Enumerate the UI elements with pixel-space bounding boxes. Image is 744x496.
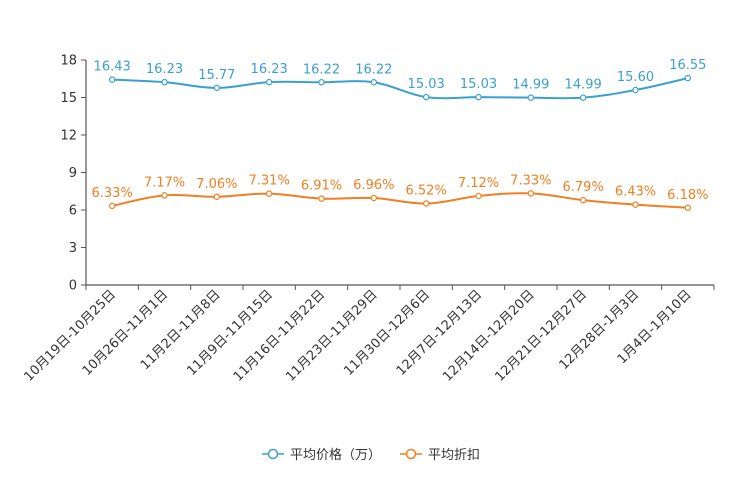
- legend-label-1: 平均折扣: [428, 448, 480, 463]
- series-0-data-label: 14.99: [512, 78, 549, 93]
- x-tick-label: 11月16日-11月22日: [231, 287, 328, 384]
- axes: 036912151810月19日-10月25日10月26日-11月1日11月2日…: [22, 54, 715, 385]
- series-0-point[interactable]: [108, 76, 116, 83]
- series-0-data-label: 16.55: [669, 58, 706, 73]
- series-0-data-label: 16.22: [355, 62, 392, 77]
- series-0-point[interactable]: [422, 93, 430, 101]
- series-0-point[interactable]: [318, 79, 325, 86]
- series-1-data-label: 7.06%: [196, 177, 237, 192]
- legend-label-0: 平均价格（万）: [290, 447, 381, 463]
- y-tick-label: 3: [69, 241, 77, 256]
- series-1-point[interactable]: [684, 204, 692, 211]
- series-0-data-label: 16.43: [94, 60, 131, 75]
- series-0-data-label: 15.03: [408, 77, 445, 92]
- series-line-0: [112, 77, 689, 100]
- series-1-data-label: 6.18%: [667, 188, 708, 203]
- series-1-data-label: 6.43%: [615, 185, 656, 200]
- series-0-point[interactable]: [579, 94, 587, 101]
- series-1-point[interactable]: [161, 192, 168, 199]
- series-0-point[interactable]: [632, 86, 639, 94]
- series-line-1: [111, 192, 688, 209]
- series-1-point[interactable]: [579, 196, 587, 204]
- y-tick-label: 6: [69, 204, 77, 219]
- series-1-point[interactable]: [370, 194, 378, 202]
- series-1-data-label: 6.96%: [353, 178, 394, 193]
- series-1-data-label: 7.33%: [510, 173, 551, 188]
- x-tick-label: 12月14日-12月20日: [440, 287, 537, 384]
- series-1-point[interactable]: [108, 202, 116, 210]
- series-1-point[interactable]: [632, 201, 639, 208]
- series-1-point[interactable]: [318, 195, 325, 202]
- y-tick-label: 18: [60, 54, 77, 69]
- y-tick-label: 0: [69, 279, 77, 294]
- series-0-data-label: 14.99: [565, 78, 602, 93]
- series-1-point[interactable]: [475, 192, 482, 200]
- legend-marker-0: [267, 448, 279, 460]
- series-1-data-label: 7.31%: [249, 174, 290, 189]
- series-1-point[interactable]: [213, 193, 221, 200]
- x-tick-label: 12月21日-12月27日: [493, 287, 590, 384]
- legend-item-1[interactable]: 平均折扣: [400, 448, 480, 463]
- series-0-data-label: 15.60: [617, 70, 654, 85]
- series-0-point[interactable]: [161, 78, 168, 86]
- series-0-point[interactable]: [213, 84, 221, 92]
- y-tick-label: 9: [69, 166, 77, 181]
- series-1-data-label: 6.79%: [563, 180, 604, 195]
- x-tick-label: 11月23日-11月29日: [283, 287, 380, 384]
- series-0-point[interactable]: [370, 79, 378, 86]
- legend[interactable]: 平均价格（万） 平均折扣: [262, 447, 480, 463]
- x-tick-label: 10月19日-10月25日: [22, 287, 119, 384]
- series-1-data-label: 6.33%: [92, 186, 133, 201]
- series-0-point[interactable]: [475, 93, 482, 101]
- series-1-point[interactable]: [527, 190, 535, 197]
- series-0-data-label: 15.03: [460, 77, 497, 92]
- series-0-point[interactable]: [684, 74, 692, 82]
- y-tick-label: 15: [60, 91, 77, 106]
- series-0-data-label: 16.22: [303, 62, 340, 77]
- series-0-data-label: 16.23: [146, 62, 183, 77]
- legend-item-0[interactable]: 平均价格（万）: [262, 447, 381, 463]
- y-tick-label: 12: [60, 129, 77, 144]
- series-1-point[interactable]: [265, 190, 273, 197]
- series-0-data-label: 15.77: [198, 68, 235, 83]
- series-1-data-label: 7.12%: [458, 176, 499, 191]
- series-1-data-label: 6.52%: [406, 184, 447, 199]
- data-labels: 16.43 16.23 15.77 16.23 16.22 16.22 15.03 15.03…: [92, 58, 709, 203]
- series-0-data-label: 16.23: [251, 62, 288, 77]
- series-1-data-label: 6.91%: [301, 179, 342, 194]
- series-1-data-label: 7.17%: [144, 175, 185, 190]
- series-0-point[interactable]: [527, 94, 535, 101]
- series-1-point[interactable]: [422, 200, 430, 207]
- legend-marker-1: [405, 448, 417, 460]
- series-0-point[interactable]: [265, 78, 273, 86]
- series-layer: [108, 74, 692, 211]
